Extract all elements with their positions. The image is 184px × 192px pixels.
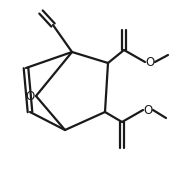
Text: O: O xyxy=(145,55,155,69)
Text: O: O xyxy=(143,103,153,117)
Text: O: O xyxy=(25,89,35,103)
